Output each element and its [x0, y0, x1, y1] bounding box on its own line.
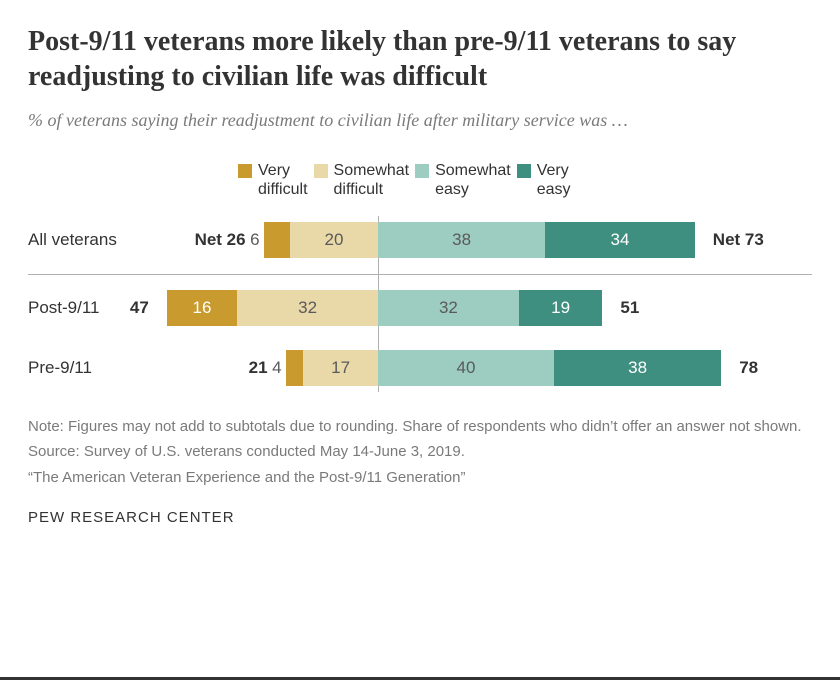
- note-line: “The American Veteran Experience and the…: [28, 467, 812, 489]
- legend-label: Verydifficult: [258, 161, 308, 199]
- bar-segment-somewhat_difficult: 20: [290, 222, 378, 258]
- bar-segment-somewhat_difficult: 17: [303, 350, 378, 386]
- chart-area: All veteransNet 262063834Net 73Post-9/11…: [28, 216, 812, 392]
- note-line: Note: Figures may not add to subtotals d…: [28, 416, 812, 438]
- footer-attribution: PEW RESEARCH CENTER: [28, 509, 812, 526]
- net-right: Net 73: [703, 230, 764, 250]
- net-left: 21: [28, 358, 278, 378]
- net-right: 78: [729, 358, 758, 378]
- legend-label: Somewhateasy: [435, 161, 511, 199]
- notes: Note: Figures may not add to subtotals d…: [28, 416, 812, 489]
- bar-segment-very_easy: 38: [554, 350, 721, 386]
- bar-segment-very_easy: 19: [519, 290, 603, 326]
- legend-item: Somewhateasy: [415, 161, 511, 199]
- bar-segment-somewhat_easy: 38: [378, 222, 545, 258]
- chart-row: Post-9/11473216321951: [28, 284, 812, 332]
- bar-segment-somewhat_difficult: 32: [237, 290, 378, 326]
- bar-segment-somewhat_easy: 32: [378, 290, 519, 326]
- bar-value: 4: [272, 358, 281, 378]
- row-divider: [28, 274, 812, 275]
- bar-segment-very_easy: 34: [545, 222, 695, 258]
- legend-swatch: [415, 164, 429, 178]
- net-right: 51: [610, 298, 639, 318]
- legend-item: Somewhatdifficult: [314, 161, 410, 199]
- bar-segment-very_difficult: 16: [167, 290, 237, 326]
- legend-swatch: [517, 164, 531, 178]
- net-left: Net 26: [28, 230, 256, 250]
- chart-row: All veteransNet 262063834Net 73: [28, 216, 812, 264]
- legend-label: Somewhatdifficult: [334, 161, 410, 199]
- legend-swatch: [314, 164, 328, 178]
- legend-swatch: [238, 164, 252, 178]
- bar-segment-very_difficult: 6: [264, 222, 290, 258]
- legend-item: Verydifficult: [238, 161, 308, 199]
- legend: Verydifficult Somewhatdifficult Somewhatea…: [238, 161, 812, 199]
- bar-value: 6: [250, 230, 259, 250]
- legend-label: Veryeasy: [537, 161, 571, 199]
- chart-title: Post-9/11 veterans more likely than pre-…: [28, 24, 812, 94]
- net-left: 47: [28, 298, 159, 318]
- chart-subtitle: % of veterans saying their readjustment …: [28, 108, 812, 133]
- bar-segment-somewhat_easy: 40: [378, 350, 554, 386]
- note-line: Source: Survey of U.S. veterans conducte…: [28, 441, 812, 463]
- bar-segment-very_difficult: 4: [286, 350, 304, 386]
- legend-item: Veryeasy: [517, 161, 571, 199]
- chart-row: Pre-9/1121174403878: [28, 344, 812, 392]
